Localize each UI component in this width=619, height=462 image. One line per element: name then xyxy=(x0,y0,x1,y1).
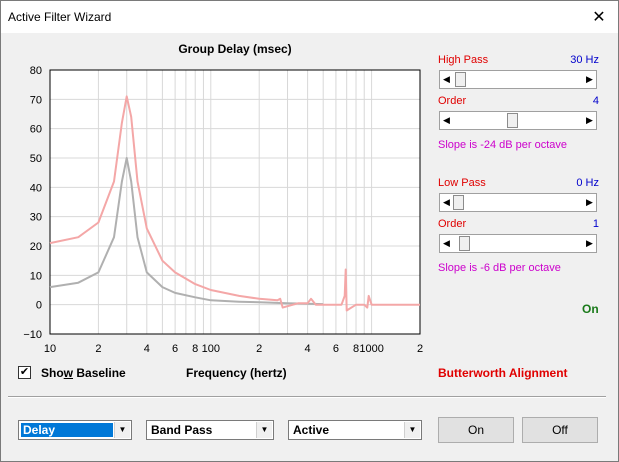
high-slope-text: Slope is -24 dB per octave xyxy=(438,139,568,151)
y-tick-label: 60 xyxy=(30,124,42,136)
slider-left-arrow-icon[interactable]: ◀ xyxy=(443,238,450,248)
y-tick-label: 30 xyxy=(30,212,42,224)
filter-type-select[interactable]: Band Pass ▼ xyxy=(146,420,274,440)
active-select[interactable]: Active ▼ xyxy=(288,420,422,440)
low-pass-slider-thumb[interactable] xyxy=(453,195,464,210)
series-line-1 xyxy=(49,157,324,306)
low-pass-slider[interactable]: ◀ ▶ xyxy=(439,193,597,212)
chevron-down-icon[interactable]: ▼ xyxy=(404,422,420,438)
low-slope-text: Slope is -6 dB per octave xyxy=(438,262,561,274)
low-pass-label: Low Pass xyxy=(438,177,486,189)
x-tick-label: 100 xyxy=(202,343,220,355)
separator-line xyxy=(8,396,606,398)
title-bar: Active Filter Wizard ✕ xyxy=(1,1,618,33)
x-tick-label: 10 xyxy=(44,343,56,355)
y-tick-label: 40 xyxy=(30,182,42,194)
filter-type-select-value: Band Pass xyxy=(151,423,213,437)
window-title: Active Filter Wizard xyxy=(8,10,112,24)
active-select-value: Active xyxy=(293,423,330,437)
x-tick-label: 1000 xyxy=(359,343,383,355)
y-tick-label: 0 xyxy=(36,300,42,312)
x-tick-label: 4 xyxy=(305,343,311,355)
y-tick-label: 20 xyxy=(30,241,42,253)
high-pass-slider-thumb[interactable] xyxy=(455,72,467,87)
y-tick-label: 50 xyxy=(30,153,42,165)
high-order-slider[interactable]: ◀ ▶ xyxy=(439,111,597,130)
y-tick-label: 10 xyxy=(30,270,42,282)
show-baseline-label-accel: w xyxy=(63,366,74,380)
high-order-value: 4 xyxy=(592,95,599,107)
mode-select-value: Delay xyxy=(21,423,113,437)
chevron-down-icon[interactable]: ▼ xyxy=(256,422,272,438)
y-tick-label: 70 xyxy=(30,94,42,106)
alignment-label: Butterworth Alignment xyxy=(438,366,568,380)
low-pass-value: 0 Hz xyxy=(576,177,599,189)
low-order-slider[interactable]: ◀ ▶ xyxy=(439,234,597,253)
slider-right-arrow-icon[interactable]: ▶ xyxy=(586,197,593,207)
high-pass-label: High Pass xyxy=(438,54,489,66)
x-tick-label: 6 xyxy=(333,343,339,355)
low-order-label: Order xyxy=(438,218,467,230)
x-axis-label: Frequency (hertz) xyxy=(186,366,287,380)
x-tick-label: 8 xyxy=(192,343,198,355)
x-tick-label: 2 xyxy=(417,343,423,355)
show-baseline-label-pre: Sho xyxy=(41,366,64,380)
slider-right-arrow-icon[interactable]: ▶ xyxy=(586,115,593,125)
mode-select[interactable]: Delay ▼ xyxy=(18,420,132,440)
close-icon[interactable]: ✕ xyxy=(592,9,606,26)
plot-frame xyxy=(49,69,421,335)
slider-right-arrow-icon[interactable]: ▶ xyxy=(586,238,593,248)
low-order-slider-thumb[interactable] xyxy=(459,236,471,251)
high-pass-slider[interactable]: ◀ ▶ xyxy=(439,70,597,89)
x-tick-label: 2 xyxy=(95,343,101,355)
high-order-slider-thumb[interactable] xyxy=(507,113,519,128)
slider-left-arrow-icon[interactable]: ◀ xyxy=(443,115,450,125)
chart-title: Group Delay (msec) xyxy=(178,42,292,56)
show-baseline-checkbox[interactable]: ✔ xyxy=(18,366,31,379)
slider-right-arrow-icon[interactable]: ▶ xyxy=(586,74,593,84)
show-baseline-label[interactable]: Show Baseline xyxy=(41,366,126,380)
high-pass-value: 30 Hz xyxy=(570,54,599,66)
on-button[interactable]: On xyxy=(438,417,514,443)
x-tick-label: 6 xyxy=(172,343,178,355)
y-tick-label: 80 xyxy=(30,65,42,77)
low-order-value: 1 xyxy=(592,218,599,230)
high-order-label: Order xyxy=(438,95,467,107)
off-button[interactable]: Off xyxy=(522,417,598,443)
series-line-0 xyxy=(49,95,420,312)
x-tick-label: 8 xyxy=(353,343,359,355)
x-tick-label: 2 xyxy=(256,343,262,355)
x-tick-label: 4 xyxy=(144,343,150,355)
slider-left-arrow-icon[interactable]: ◀ xyxy=(443,74,450,84)
plot-area xyxy=(49,69,421,335)
y-tick-label: −10 xyxy=(23,329,42,341)
chevron-down-icon[interactable]: ▼ xyxy=(114,422,130,438)
slider-left-arrow-icon[interactable]: ◀ xyxy=(443,197,450,207)
show-baseline-label-post: Baseline xyxy=(73,366,126,380)
filter-status: On xyxy=(582,302,599,316)
